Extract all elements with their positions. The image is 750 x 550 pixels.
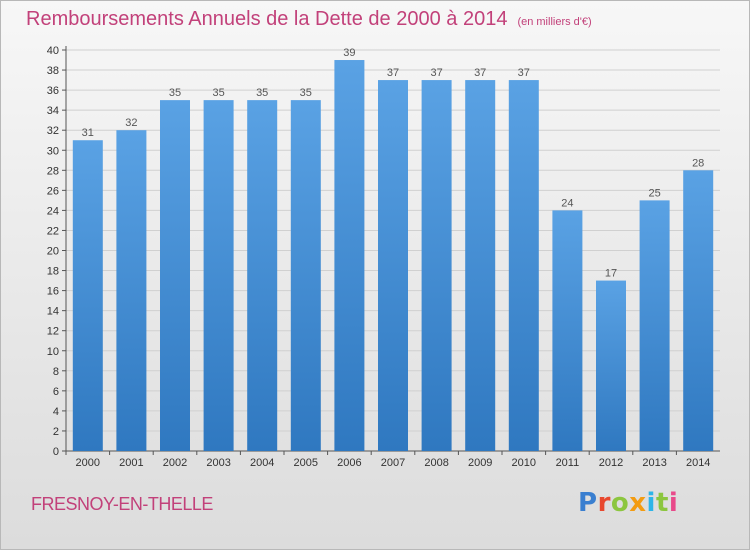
bars (72, 60, 714, 452)
city-name: FRESNOY-EN-THELLE (31, 494, 213, 514)
value-label-2011: 24 (561, 197, 573, 209)
bar-2008[interactable] (421, 80, 452, 451)
value-label-2012: 17 (605, 268, 617, 280)
logo-letter: t (655, 488, 669, 518)
y-tick-label: 24 (47, 205, 59, 217)
y-tick-label: 34 (47, 105, 59, 117)
y-tick-label: 22 (47, 225, 59, 237)
x-tick-label-2011: 2011 (556, 457, 580, 469)
bar-2009[interactable] (465, 80, 496, 451)
y-tick-label: 12 (47, 326, 59, 338)
bar-2004[interactable] (247, 100, 278, 451)
bar-2014[interactable] (683, 170, 714, 452)
value-label-2007: 37 (387, 67, 399, 79)
x-tick-label-2012: 2012 (599, 457, 623, 469)
y-tick-label: 40 (47, 45, 59, 57)
y-tick-label: 6 (53, 386, 59, 398)
x-tick-label-2001: 2001 (119, 457, 143, 469)
logo-letter: P (578, 488, 598, 518)
bar-2002[interactable] (160, 100, 190, 451)
y-tick-label: 10 (47, 346, 59, 358)
bar-2007[interactable] (378, 80, 408, 451)
x-tick-label-2009: 2009 (468, 457, 492, 469)
bar-2013[interactable] (639, 200, 670, 451)
logo-letter: i (646, 488, 656, 518)
x-tick-label-2008: 2008 (424, 457, 448, 469)
value-label-2003: 35 (212, 87, 224, 99)
logo-letter: o (610, 488, 630, 518)
y-tick-label: 16 (47, 286, 59, 298)
y-tick-label: 8 (53, 366, 59, 378)
proxiti-logo[interactable]: Proxiti (578, 488, 678, 518)
value-label-2004: 35 (256, 87, 268, 99)
value-label-2001: 32 (125, 117, 137, 129)
x-tick-label-2005: 2005 (294, 457, 318, 469)
value-label-2002: 35 (169, 87, 181, 99)
bar-2001[interactable] (116, 130, 147, 451)
chart-unit: (en milliers d'€) (517, 16, 592, 28)
y-tick-label: 28 (47, 165, 59, 177)
y-tick-label: 0 (53, 446, 59, 458)
y-tick-label: 2 (53, 426, 59, 438)
bar-2003[interactable] (203, 100, 234, 451)
y-tick-label: 32 (47, 125, 59, 137)
value-label-2013: 25 (648, 187, 660, 199)
logo-letter: i (668, 488, 679, 518)
axes: 0246810121416182022242628303234363840200… (47, 45, 720, 469)
logo-letter: x (629, 488, 647, 518)
x-tick-label-2002: 2002 (163, 457, 187, 469)
bar-2000[interactable] (72, 140, 103, 451)
x-tick-label-2013: 2013 (642, 457, 666, 469)
y-tick-label: 20 (47, 246, 59, 258)
logo-letter: r (597, 488, 611, 518)
bar-2006[interactable] (334, 60, 365, 452)
x-tick-label-2006: 2006 (337, 457, 361, 469)
x-tick-label-2010: 2010 (512, 457, 536, 469)
bar-2011[interactable] (552, 210, 583, 451)
bar-2012[interactable] (596, 280, 626, 451)
labels: 31 32 35 35 35 35 39 37 37 37 37 24 17 25 28 (82, 47, 705, 280)
y-tick-label: 36 (47, 85, 59, 97)
bar-2005[interactable] (290, 100, 321, 451)
chart-title: Remboursements Annuels de la Dette de 20… (26, 8, 592, 31)
value-label-2006: 39 (343, 47, 355, 59)
value-label-2005: 35 (300, 87, 312, 99)
x-tick-label-2000: 2000 (76, 457, 100, 469)
y-tick-label: 18 (47, 266, 59, 278)
bar-2010[interactable] (508, 80, 539, 451)
value-label-2000: 31 (82, 127, 94, 139)
value-label-2008: 37 (430, 67, 442, 79)
y-tick-label: 4 (53, 406, 59, 418)
x-tick-label-2014: 2014 (686, 457, 710, 469)
x-tick-label-2004: 2004 (250, 457, 274, 469)
value-label-2009: 37 (474, 67, 486, 79)
value-label-2014: 28 (692, 157, 704, 169)
chart-title-text: Remboursements Annuels de la Dette de 20… (26, 8, 508, 30)
y-tick-label: 30 (47, 145, 59, 157)
x-tick-label-2003: 2003 (206, 457, 230, 469)
y-tick-label: 38 (47, 65, 59, 77)
x-tick-label-2007: 2007 (381, 457, 405, 469)
value-label-2010: 37 (518, 67, 530, 79)
y-tick-label: 26 (47, 185, 59, 197)
y-tick-label: 14 (47, 306, 59, 318)
